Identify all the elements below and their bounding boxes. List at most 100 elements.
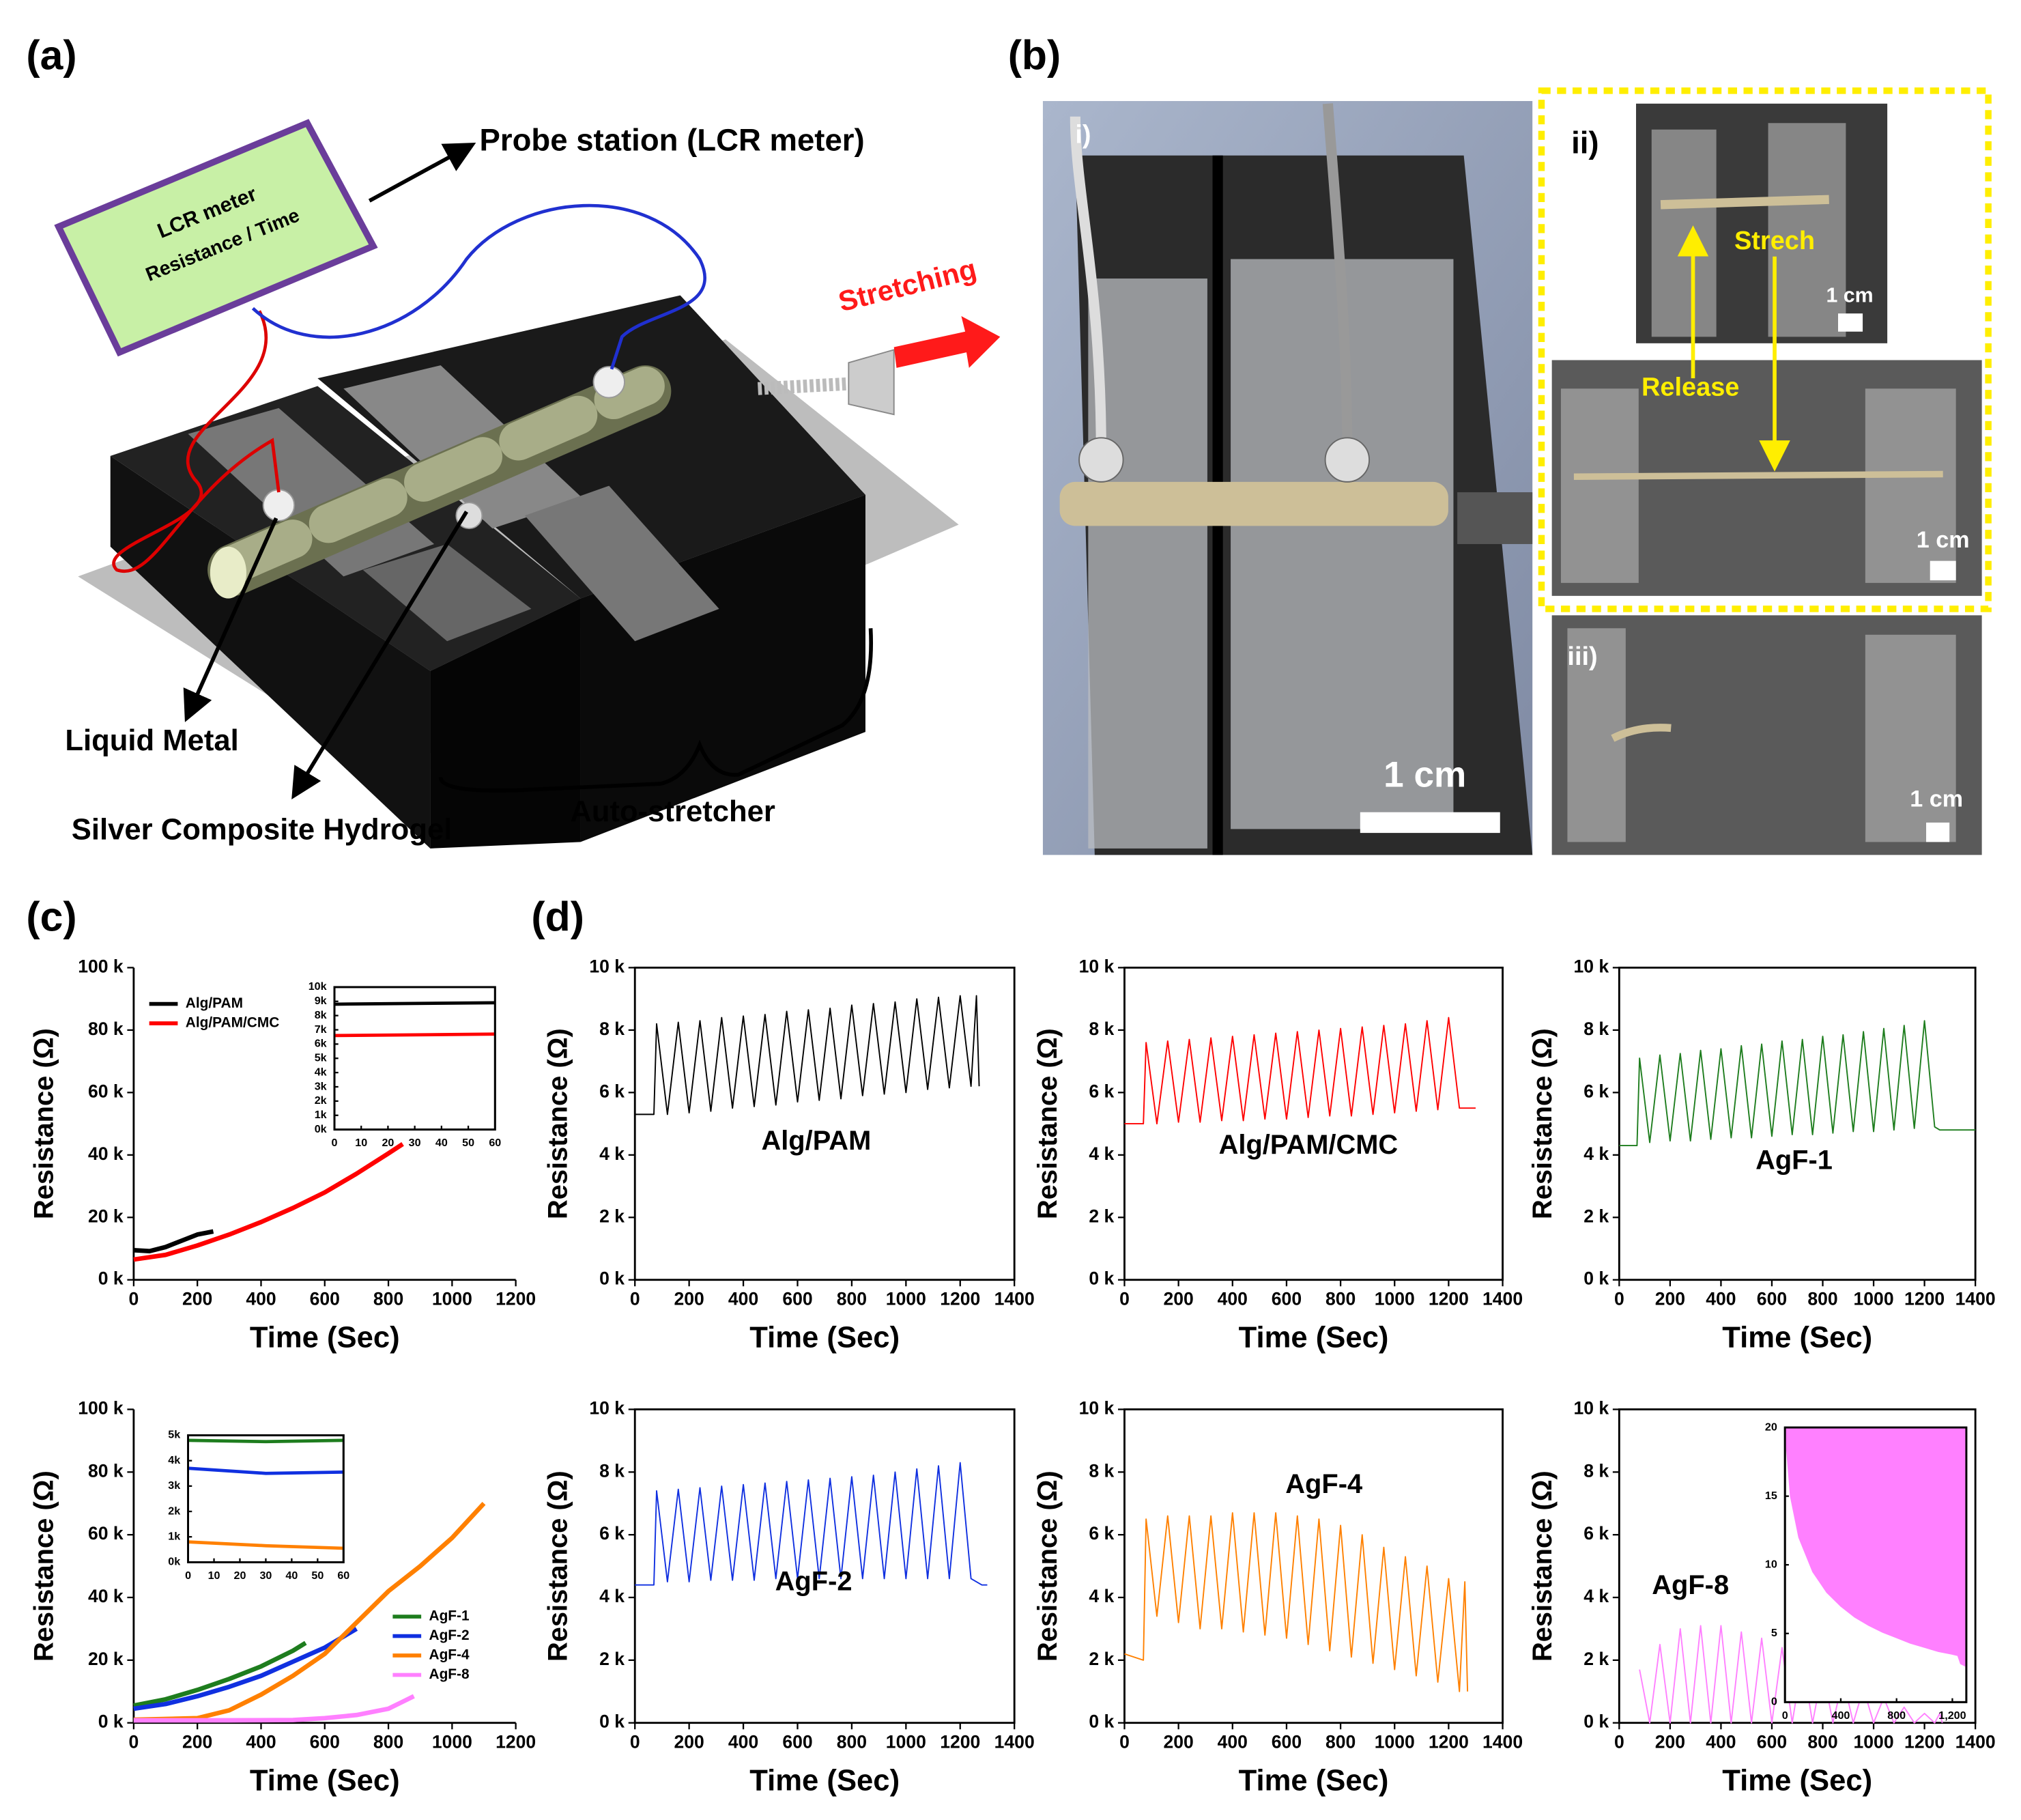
x-tick-label: 400 <box>728 1731 758 1752</box>
y-axis-title: Resistance (Ω) <box>543 1028 573 1219</box>
x-tick-label: 400 <box>1218 1731 1248 1752</box>
y-axis-title: Resistance (Ω) <box>543 1470 573 1662</box>
x-tick-label: 1000 <box>432 1288 472 1309</box>
screw <box>757 377 856 395</box>
y-tick-label: 1k <box>168 1530 180 1542</box>
x-tick-label: 1400 <box>1955 1288 1996 1309</box>
plot-frame <box>333 986 496 1131</box>
y-tick-label: 4 k <box>599 1586 625 1606</box>
rod <box>1059 481 1448 526</box>
y-tick-label: 0 k <box>1089 1711 1114 1732</box>
annotation: Release <box>1642 373 1739 401</box>
y-tick-label: 0 k <box>1583 1711 1609 1732</box>
wire <box>1070 116 1106 454</box>
x-axis-title: Time (Sec) <box>1239 1764 1389 1797</box>
x-tick-label: 10 <box>208 1569 220 1582</box>
x-tick-label: 800 <box>1807 1731 1837 1752</box>
y-tick-label: 3k <box>315 1080 327 1092</box>
y-tick-label: 60 k <box>88 1523 124 1544</box>
x-tick-label: 1400 <box>1482 1731 1523 1752</box>
y-axis-title: Resistance (Ω) <box>1528 1470 1558 1662</box>
x-tick-label: 800 <box>837 1288 867 1309</box>
x-tick-label: 50 <box>311 1569 324 1582</box>
label: Probe station (LCR meter) <box>480 123 865 158</box>
rod <box>1660 195 1829 210</box>
y-axis-title: Resistance (Ω) <box>1528 1028 1558 1219</box>
x-tick-label: 1000 <box>1375 1731 1415 1752</box>
y-tick-label: 8 k <box>1089 1019 1114 1039</box>
x-tick-label: 1000 <box>1854 1731 1894 1752</box>
y-tick-label: 0k <box>315 1123 327 1135</box>
x-tick-label: 600 <box>310 1731 340 1752</box>
y-tick-label: 10 k <box>589 956 625 976</box>
y-tick-label: 4k <box>168 1454 180 1466</box>
x-axis-title: Time (Sec) <box>250 1764 400 1797</box>
plot-frame <box>187 1434 345 1563</box>
scale-label: 1 cm <box>1384 755 1466 795</box>
y-axis-title: Resistance (Ω) <box>1033 1028 1063 1219</box>
x-tick-label: 30 <box>259 1569 272 1582</box>
x-tick-label: 1000 <box>886 1731 926 1752</box>
block-side <box>110 455 431 849</box>
panel-label: (b) <box>1008 31 1061 78</box>
y-tick-label: 2k <box>168 1505 180 1517</box>
x-tick-label: 1000 <box>432 1731 472 1752</box>
series-label: Alg/PAM/CMC <box>1219 1130 1399 1160</box>
x-tick-label: 0 <box>1119 1288 1130 1309</box>
y-tick-label: 10 k <box>1079 1398 1115 1419</box>
x-tick-label: 400 <box>246 1288 276 1309</box>
y-tick-label: 0 k <box>1583 1268 1609 1289</box>
label: Silver Composite Hydrogel <box>72 813 453 847</box>
x-tick-label: 1200 <box>940 1731 980 1752</box>
x-tick-label: 800 <box>1325 1288 1356 1309</box>
tape <box>1865 634 1956 842</box>
x-tick-label: 1200 <box>496 1288 536 1309</box>
x-tick-label: 0 <box>1119 1731 1130 1752</box>
legend-label: Alg/PAM/CMC <box>186 1015 280 1031</box>
y-tick-label: 0 k <box>98 1711 124 1732</box>
y-tick-label: 1k <box>315 1109 327 1121</box>
y-tick-label: 8k <box>315 1009 327 1021</box>
x-tick-label: 0 <box>1614 1731 1624 1752</box>
y-tick-label: 0 <box>1771 1696 1777 1708</box>
wire <box>251 203 707 370</box>
x-tick-label: 600 <box>1757 1288 1787 1309</box>
x-tick-label: 0 <box>129 1731 139 1752</box>
y-tick-label: 10 k <box>1573 1398 1609 1419</box>
legend-label: AgF-1 <box>429 1608 470 1624</box>
y-tick-label: 6 k <box>1089 1523 1114 1544</box>
y-tick-label: 0k <box>168 1556 180 1568</box>
x-axis-title: Time (Sec) <box>1722 1764 1872 1797</box>
line <box>334 1032 496 1038</box>
strip <box>362 543 532 642</box>
arrow <box>368 142 476 203</box>
x-tick-label: 800 <box>1325 1731 1356 1752</box>
highlight-box <box>1538 87 1992 612</box>
series-label: Alg/PAM <box>761 1126 871 1156</box>
x-tick-label: 0 <box>630 1731 640 1752</box>
y-tick-label: 4 k <box>1089 1586 1114 1606</box>
screw-head <box>848 349 895 416</box>
x-tick-label: 400 <box>1706 1288 1736 1309</box>
y-tick-label: 100 k <box>78 956 124 976</box>
x-tick-label: 200 <box>1655 1288 1685 1309</box>
y-tick-label: 6k <box>315 1038 327 1050</box>
y-tick-label: 4k <box>315 1066 327 1078</box>
line <box>1124 1016 1476 1125</box>
line <box>133 1694 415 1723</box>
x-tick-label: 200 <box>182 1731 212 1752</box>
x-tick-label: 200 <box>182 1288 212 1309</box>
y-tick-label: 100 k <box>78 1398 124 1419</box>
x-tick-label: 600 <box>310 1288 340 1309</box>
y-tick-label: 20 k <box>88 1649 124 1669</box>
x-tick-label: 400 <box>728 1288 758 1309</box>
y-tick-label: 9k <box>315 995 327 1007</box>
liquid-metal <box>592 366 625 399</box>
y-tick-label: 8 k <box>1583 1019 1609 1039</box>
y-tick-label: 5 <box>1771 1627 1777 1639</box>
inset-frame <box>333 986 496 1131</box>
x-tick-label: 800 <box>1807 1288 1837 1309</box>
y-tick-label: 10 k <box>589 1398 625 1419</box>
x-tick-label: 600 <box>1757 1731 1787 1752</box>
